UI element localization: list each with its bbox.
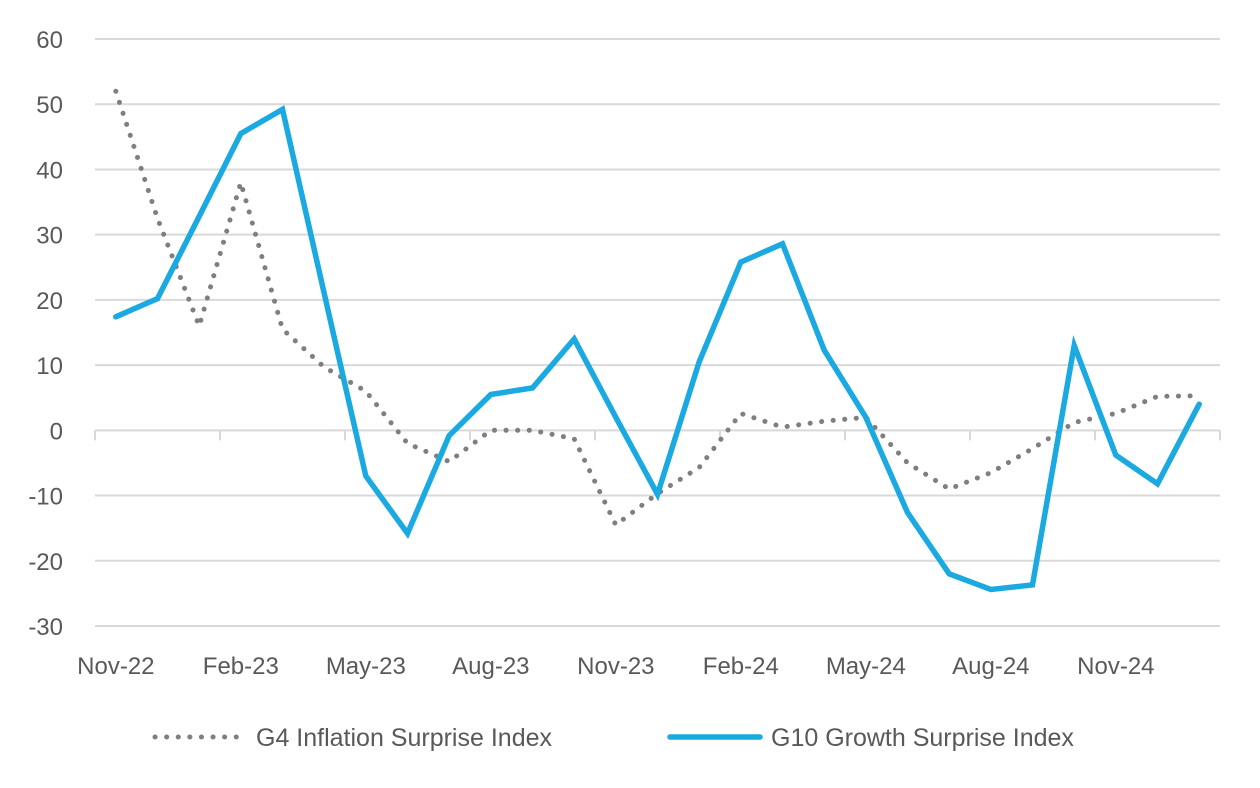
- x-tick-label: Aug-23: [452, 653, 529, 680]
- x-axis: [94, 429, 1221, 441]
- series-line-inflation: [113, 88, 1202, 529]
- x-tick-label: Nov-23: [577, 653, 654, 680]
- y-axis-tick-labels: 60 50 40 30 20 10 0 -10 -20 -30: [28, 27, 63, 641]
- x-axis-tick-labels: Nov-22 Feb-23 May-23 Aug-23 Nov-23 Feb-24 May-…: [77, 653, 1154, 680]
- legend: G4 Inflation Surprise Index G10 Growth S…: [152, 724, 1074, 752]
- legend-label-growth: G10 Growth Surprise Index: [771, 724, 1074, 752]
- gridlines: [95, 38, 1220, 627]
- x-tick-label: Feb-24: [703, 653, 779, 680]
- y-tick-label: 10: [36, 353, 63, 380]
- y-tick-label: -20: [28, 549, 63, 576]
- y-tick-label: 40: [36, 157, 63, 184]
- series-lines: [113, 88, 1202, 593]
- y-tick-label: 50: [36, 92, 63, 119]
- x-tick-label: Aug-24: [952, 653, 1029, 680]
- y-tick-label: -10: [28, 484, 63, 511]
- y-tick-label: 60: [36, 27, 63, 54]
- y-tick-label: 30: [36, 223, 63, 250]
- x-tick-label: Nov-22: [77, 653, 154, 680]
- x-tick-label: May-23: [326, 653, 406, 680]
- y-tick-label: 0: [50, 418, 63, 445]
- x-tick-label: Feb-23: [203, 653, 279, 680]
- x-tick-label: Nov-24: [1077, 653, 1154, 680]
- legend-label-inflation: G4 Inflation Surprise Index: [256, 724, 552, 752]
- y-tick-label: -30: [28, 614, 63, 641]
- series-line-growth: [113, 105, 1202, 593]
- x-tick-label: May-24: [826, 653, 906, 680]
- y-tick-label: 20: [36, 288, 63, 315]
